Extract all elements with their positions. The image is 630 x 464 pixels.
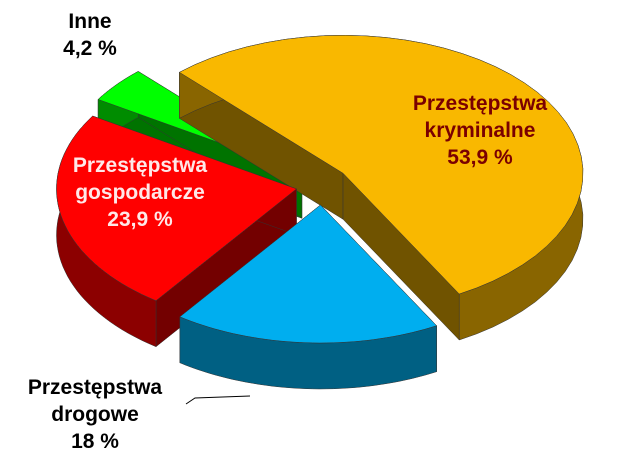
value-label: 18 % [71, 430, 119, 453]
value-label: 23,9 % [107, 208, 173, 231]
slice-label: Przestępstwa kryminalne 53,9 % [380, 90, 580, 171]
category-label: Inne [68, 10, 112, 33]
category-label: Przestępstwa kryminalne [412, 92, 548, 142]
leader-line [185, 395, 251, 405]
slice-label: Inne 4,2 % [50, 8, 130, 62]
slice-label: Przestępstwa drogowe 18 % [0, 374, 190, 455]
slice [178, 35, 584, 295]
slice-label: Przestępstwa gospodarcze 23,9 % [40, 152, 240, 233]
value-label: 53,9 % [447, 146, 513, 169]
slice [179, 204, 438, 344]
value-label: 4,2 % [63, 37, 117, 60]
category-label: Przestępstwa drogowe [27, 376, 163, 426]
pie [56, 35, 584, 390]
slice [56, 115, 297, 301]
category-label: Przestępstwa gospodarcze [72, 154, 208, 204]
